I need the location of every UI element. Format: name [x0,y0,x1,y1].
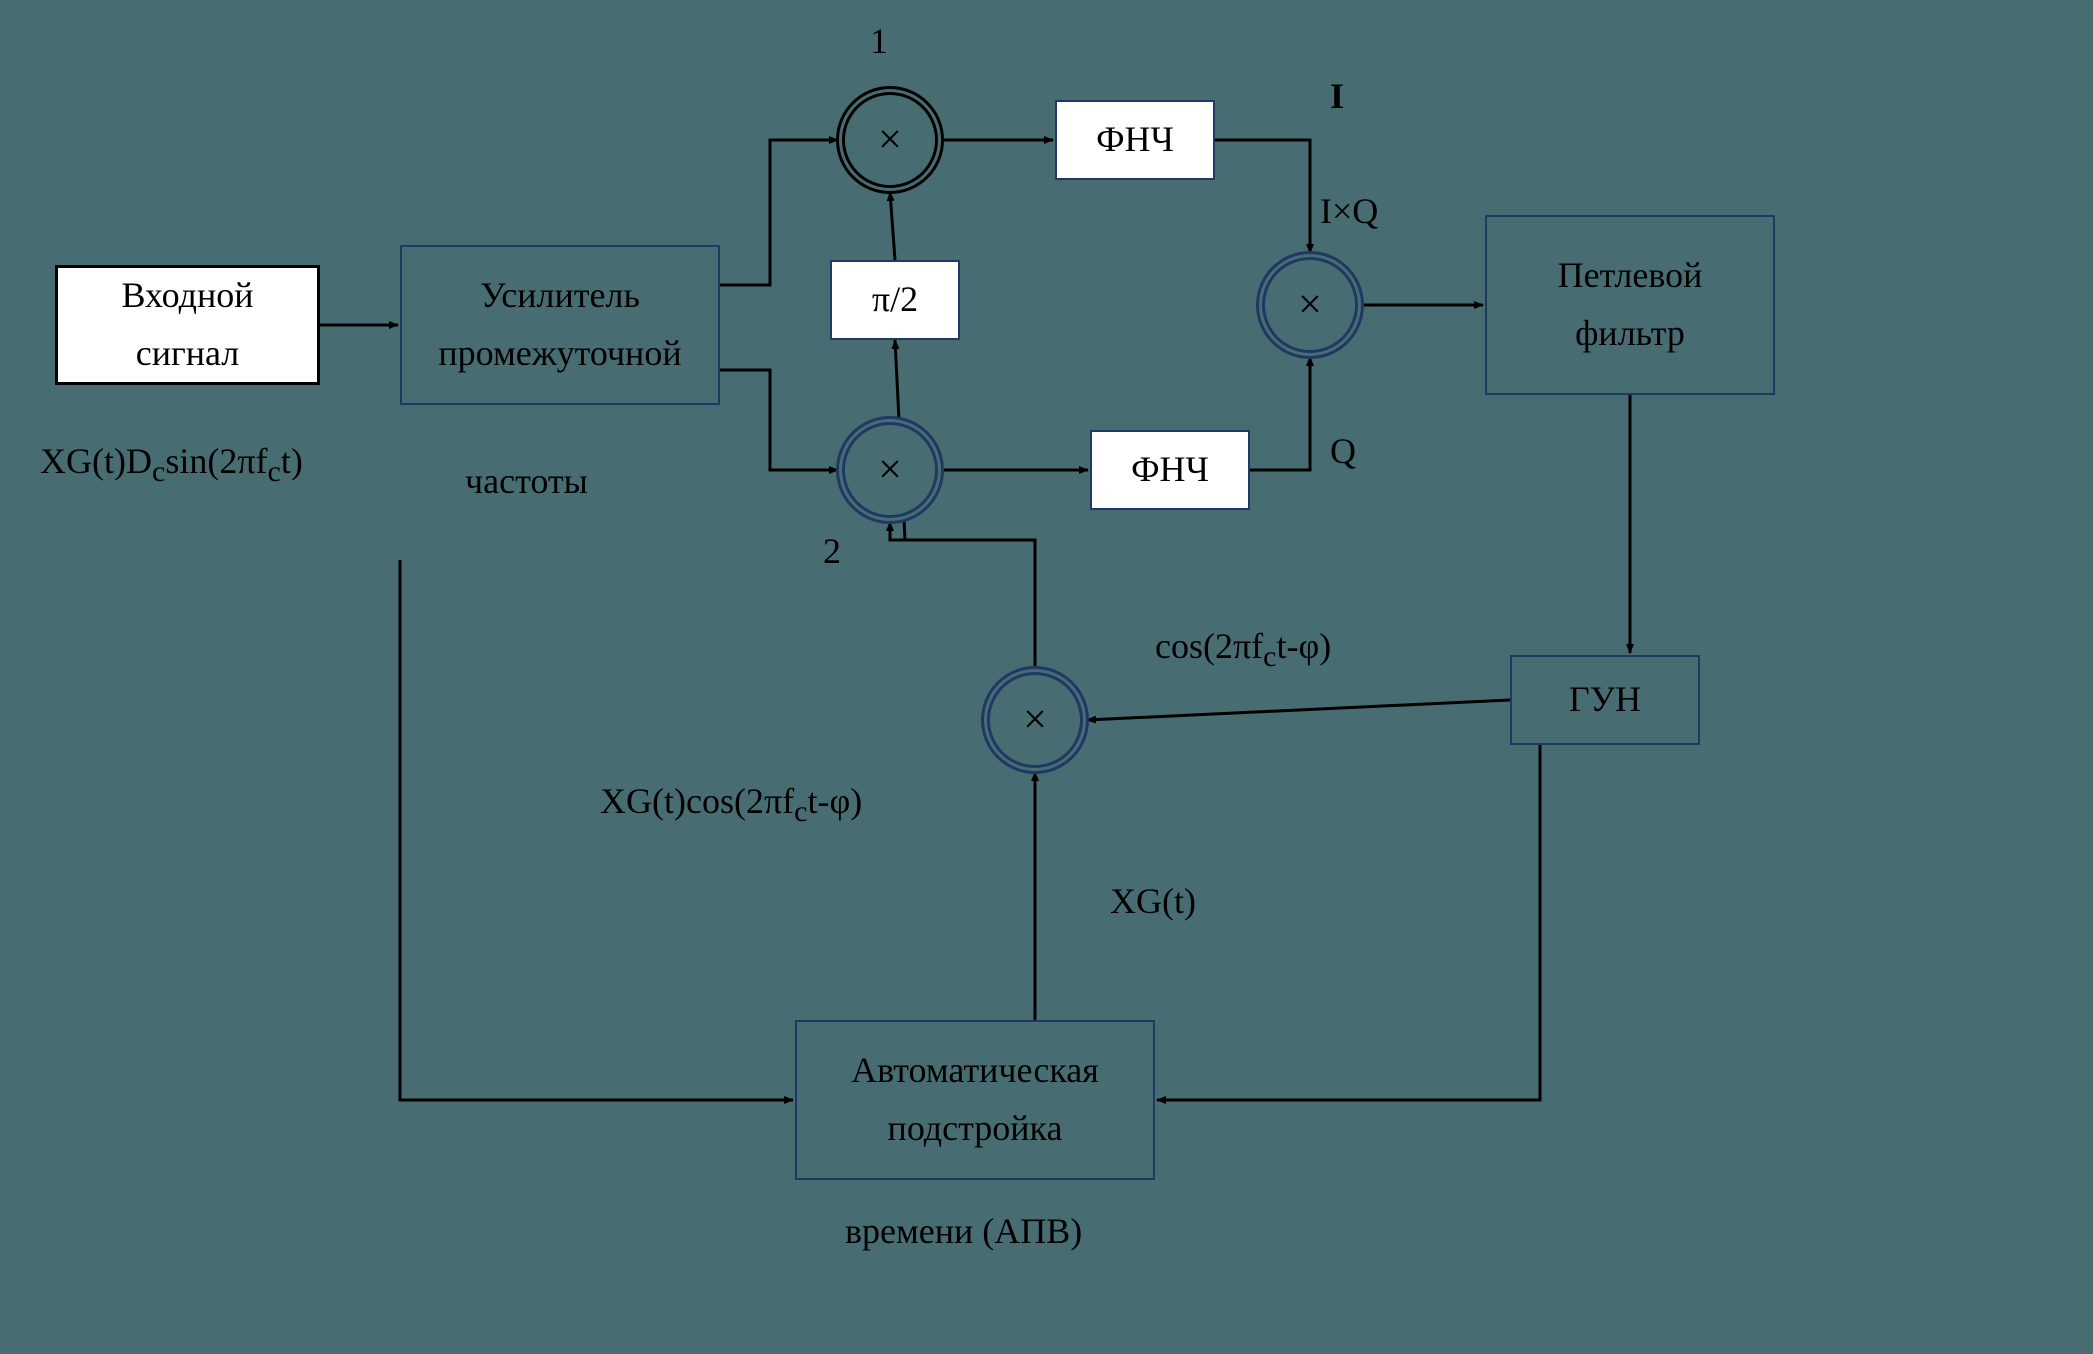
block-text-line: Автоматическая [851,1042,1099,1100]
block-text-line: Усилитель [480,267,640,325]
label-I: I [1330,75,1344,117]
label-input-formula: XG(t)Dcsin(2πfct) [40,440,303,489]
mixer-4: × [987,672,1083,768]
label-Q: Q [1330,430,1356,472]
edge [890,522,1035,668]
block-amplifier: Усилительпромежуточной [400,245,720,405]
label-xg: XG(t) [1110,880,1196,922]
edge [1215,140,1310,253]
block-text-line: ГУН [1569,671,1641,729]
block-lpf-bottom: ФНЧ [1090,430,1250,510]
label-apv-time: времени (АПВ) [845,1210,1082,1252]
label-number-2: 2 [823,530,841,572]
label-number-1: 1 [870,20,888,62]
label-IxQ: I×Q [1320,190,1378,232]
block-text-line: π/2 [872,271,918,329]
block-text-line: Входной [122,267,254,325]
block-vco: ГУН [1510,655,1700,745]
edge [400,560,793,1100]
block-text-line: промежуточной [438,325,681,383]
block-pi-over-2: π/2 [830,260,960,340]
diagram-canvas: Входнойсигнал Усилительпромежуточной π/2… [0,0,2093,1354]
block-input-signal: Входнойсигнал [55,265,320,385]
block-text-line: сигнал [136,325,240,383]
mixer-3: × [1262,257,1358,353]
edge [1087,700,1510,720]
label-xgcos: XG(t)cos(2πfct-φ) [600,780,862,829]
block-apv: Автоматическаяподстройка [795,1020,1155,1180]
block-text-line: Петлевой [1558,247,1703,305]
block-loop-filter: Петлевойфильтр [1485,215,1775,395]
mixer-2: × [842,422,938,518]
edge [1250,357,1310,470]
label-cos: cos(2πfct-φ) [1155,625,1331,674]
block-text-line: ФНЧ [1131,441,1209,499]
block-lpf-top: ФНЧ [1055,100,1215,180]
mixer-1: × [842,92,938,188]
edge [720,140,838,285]
block-text-line: подстройка [888,1100,1063,1158]
edge [1157,745,1540,1100]
edge [890,192,895,260]
label-amp-frequency: частоты [465,460,588,502]
block-text-line: фильтр [1575,305,1685,363]
block-text-line: ФНЧ [1096,111,1174,169]
edge [720,370,838,470]
